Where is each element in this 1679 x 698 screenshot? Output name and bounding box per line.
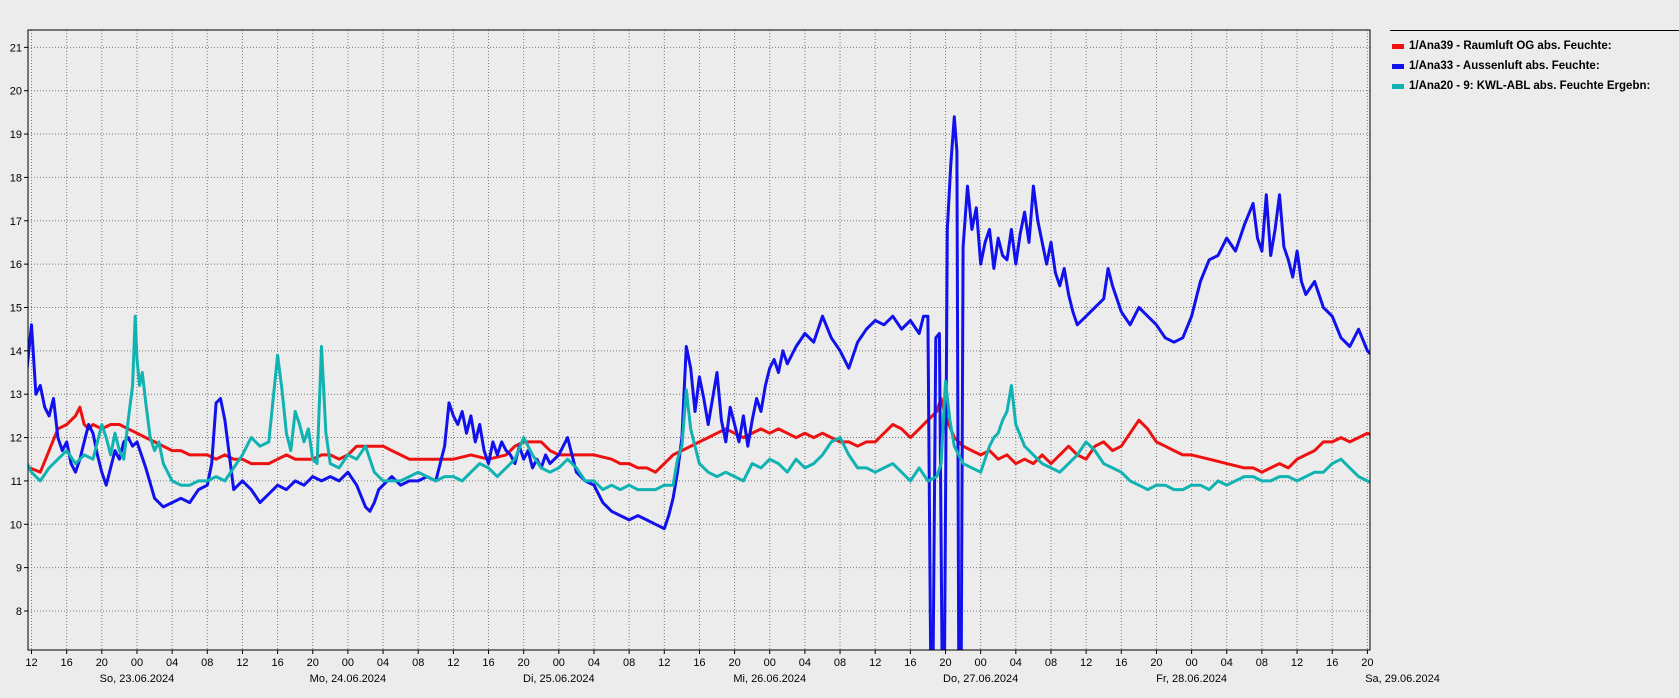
y-tick-label: 15 [10,302,22,314]
x-tick-label: 00 [342,657,354,669]
series-line-2 [28,115,1370,650]
day-label: So, 23.06.2024 [100,673,175,685]
x-tick-label: 20 [939,657,951,669]
legend: 1/Ana39 - Raumluft OG abs. Feuchte: 1/Ana… [1390,30,1679,96]
x-tick-label: 20 [518,657,530,669]
legend-swatch [1392,83,1404,89]
x-tick-label: 00 [764,657,776,669]
x-tick-label: 20 [1150,657,1162,669]
day-label: Di, 25.06.2024 [523,673,595,685]
day-label: Sa, 29.06.2024 [1365,673,1440,685]
series-layer [28,115,1370,650]
x-tick-label: 00 [131,657,143,669]
day-label: Do, 27.06.2024 [943,673,1018,685]
x-tick-label: 16 [904,657,916,669]
y-tick-label: 20 [10,86,22,98]
x-tick-label: 00 [553,657,565,669]
x-tick-label: 08 [1045,657,1057,669]
x-tick-label: 20 [1361,657,1373,669]
x-tick-label: 16 [482,657,494,669]
day-label: Fr, 28.06.2024 [1156,673,1227,685]
x-tick-label: 08 [201,657,213,669]
y-tick-label: 12 [10,433,22,445]
legend-item: 1/Ana20 - 9: KWL-ABL abs. Feuchte Ergebn… [1390,76,1679,96]
y-tick-label: 21 [10,42,22,54]
x-tick-label: 12 [236,657,248,669]
legend-swatch [1392,43,1404,49]
x-tick-label: 04 [1221,657,1233,669]
x-tick-label: 12 [1080,657,1092,669]
x-tick-label: 20 [307,657,319,669]
x-tick-label: 08 [834,657,846,669]
x-tick-label: 12 [1291,657,1303,669]
x-tick-label: 12 [658,657,670,669]
y-tick-label: 16 [10,259,22,271]
legend-item: 1/Ana39 - Raumluft OG abs. Feuchte: [1390,36,1679,56]
x-tick-label: 08 [1256,657,1268,669]
legend-label: 1/Ana39 - Raumluft OG abs. Feuchte: [1409,40,1612,52]
x-tick-label: 20 [96,657,108,669]
y-tick-label: 10 [10,519,22,531]
y-tick-label: 8 [16,606,22,618]
legend-label: 1/Ana20 - 9: KWL-ABL abs. Feuchte Ergebn… [1409,80,1651,92]
y-tick-label: 18 [10,172,22,184]
x-tick-label: 12 [869,657,881,669]
x-tick-label: 00 [975,657,987,669]
axis-layer: 8 9 10 11 12 13 14 15 16 17 18 19 20 21 12 16 20 00 04 08 12… [10,42,1440,685]
x-tick-label: 16 [1115,657,1127,669]
y-tick-label: 14 [10,346,22,358]
legend-label: 1/Ana33 - Aussenluft abs. Feuchte: [1409,60,1600,72]
x-tick-label: 04 [377,657,389,669]
x-tick-label: 04 [588,657,600,669]
x-tick-label: 04 [799,657,811,669]
x-tick-label: 20 [728,657,740,669]
legend-swatch [1392,63,1404,69]
series-line-1 [28,397,1370,474]
x-tick-label: 08 [412,657,424,669]
series-line-3 [28,314,1370,492]
y-tick-label: 11 [11,476,22,488]
x-tick-label: 16 [271,657,283,669]
x-tick-label: 12 [25,657,37,669]
y-tick-label: 13 [10,389,22,401]
x-tick-label: 16 [693,657,705,669]
day-label: Mo, 24.06.2024 [310,673,386,685]
x-tick-label: 08 [623,657,635,669]
x-tick-label: 04 [1010,657,1022,669]
legend-item: 1/Ana33 - Aussenluft abs. Feuchte: [1390,56,1679,76]
x-tick-label: 16 [1326,657,1338,669]
x-tick-label: 04 [166,657,178,669]
y-tick-label: 9 [16,563,22,575]
y-tick-label: 19 [10,129,22,141]
x-tick-label: 00 [1185,657,1197,669]
y-tick-label: 17 [10,216,22,228]
x-tick-label: 12 [447,657,459,669]
day-label: Mi, 26.06.2024 [733,673,806,685]
x-tick-label: 16 [61,657,73,669]
